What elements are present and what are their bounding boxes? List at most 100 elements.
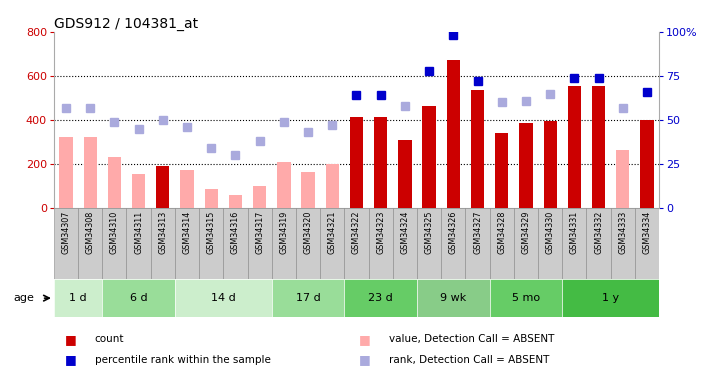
Bar <box>199 208 223 279</box>
Text: GSM34324: GSM34324 <box>401 210 409 254</box>
Bar <box>271 208 296 279</box>
Text: ■: ■ <box>359 354 370 366</box>
Text: GSM34310: GSM34310 <box>110 210 119 254</box>
Bar <box>248 208 271 279</box>
Bar <box>132 174 145 208</box>
Bar <box>514 208 538 279</box>
Text: GSM34332: GSM34332 <box>594 210 603 254</box>
Text: GSM34331: GSM34331 <box>570 210 579 254</box>
Text: value, Detection Call = ABSENT: value, Detection Call = ABSENT <box>389 334 554 344</box>
Bar <box>562 279 659 317</box>
Text: ■: ■ <box>65 354 76 366</box>
Bar <box>345 208 368 279</box>
Text: 14 d: 14 d <box>211 293 236 303</box>
Text: GSM34327: GSM34327 <box>473 210 482 254</box>
Bar <box>490 208 514 279</box>
Text: 1 d: 1 d <box>69 293 87 303</box>
Bar <box>442 208 465 279</box>
Text: GSM34314: GSM34314 <box>182 210 192 254</box>
Text: GSM34333: GSM34333 <box>618 210 628 254</box>
Bar <box>544 121 557 208</box>
Text: ■: ■ <box>359 333 370 346</box>
Text: GSM34322: GSM34322 <box>352 210 361 254</box>
Text: GSM34319: GSM34319 <box>279 210 289 254</box>
Bar <box>538 208 562 279</box>
Bar <box>398 140 411 208</box>
Bar <box>180 170 194 208</box>
Text: percentile rank within the sample: percentile rank within the sample <box>95 355 271 365</box>
Bar <box>490 279 562 317</box>
Bar <box>616 150 630 208</box>
Text: GSM34315: GSM34315 <box>207 210 215 254</box>
Text: GSM34326: GSM34326 <box>449 210 458 254</box>
Bar <box>611 208 635 279</box>
Bar <box>320 208 345 279</box>
Text: age: age <box>14 293 34 303</box>
Bar <box>417 279 490 317</box>
Bar <box>465 208 490 279</box>
Bar <box>302 172 314 208</box>
Text: GSM34334: GSM34334 <box>643 210 651 254</box>
Text: GSM34329: GSM34329 <box>521 210 531 254</box>
Text: count: count <box>95 334 124 344</box>
Bar <box>102 279 175 317</box>
Text: GSM34311: GSM34311 <box>134 210 143 254</box>
Bar <box>471 90 484 208</box>
Bar <box>151 208 175 279</box>
Bar <box>422 106 436 208</box>
Text: GSM34316: GSM34316 <box>231 210 240 254</box>
Text: GSM34313: GSM34313 <box>158 210 167 254</box>
Bar <box>296 208 320 279</box>
Bar <box>393 208 417 279</box>
Text: rank, Detection Call = ABSENT: rank, Detection Call = ABSENT <box>389 355 549 365</box>
Text: 23 d: 23 d <box>368 293 393 303</box>
Text: GSM34323: GSM34323 <box>376 210 385 254</box>
Bar <box>108 158 121 208</box>
Text: GSM34330: GSM34330 <box>546 210 555 254</box>
Bar <box>126 208 151 279</box>
Text: GSM34308: GSM34308 <box>85 210 95 254</box>
Text: 5 mo: 5 mo <box>512 293 540 303</box>
Text: GSM34328: GSM34328 <box>498 210 506 254</box>
Text: GDS912 / 104381_at: GDS912 / 104381_at <box>54 17 198 31</box>
Text: ■: ■ <box>65 333 76 346</box>
Bar <box>277 162 291 208</box>
Text: 1 y: 1 y <box>602 293 619 303</box>
Bar <box>368 208 393 279</box>
Bar <box>102 208 126 279</box>
Text: GSM34321: GSM34321 <box>328 210 337 254</box>
Bar <box>635 208 659 279</box>
Bar <box>640 120 653 208</box>
Bar <box>326 164 339 208</box>
Bar <box>568 86 581 208</box>
Text: GSM34325: GSM34325 <box>424 210 434 254</box>
Bar <box>229 195 242 208</box>
Text: GSM34320: GSM34320 <box>304 210 312 254</box>
Bar <box>223 208 248 279</box>
Bar <box>83 136 97 208</box>
Bar <box>519 123 533 208</box>
Bar <box>54 208 78 279</box>
Text: GSM34307: GSM34307 <box>62 210 70 254</box>
Bar <box>78 208 102 279</box>
Bar <box>495 133 508 208</box>
Text: 6 d: 6 d <box>130 293 147 303</box>
Bar <box>350 117 363 208</box>
Bar <box>54 279 102 317</box>
Bar <box>175 279 271 317</box>
Bar <box>374 117 387 208</box>
Bar <box>253 186 266 208</box>
Bar <box>205 189 218 208</box>
Text: GSM34317: GSM34317 <box>255 210 264 254</box>
Bar <box>271 279 345 317</box>
Bar <box>417 208 442 279</box>
Bar <box>562 208 587 279</box>
Bar <box>447 60 460 208</box>
Bar <box>592 86 605 208</box>
Bar <box>60 136 73 208</box>
Bar <box>156 166 169 208</box>
Bar <box>345 279 417 317</box>
Text: 17 d: 17 d <box>296 293 320 303</box>
Text: 9 wk: 9 wk <box>440 293 467 303</box>
Bar <box>175 208 199 279</box>
